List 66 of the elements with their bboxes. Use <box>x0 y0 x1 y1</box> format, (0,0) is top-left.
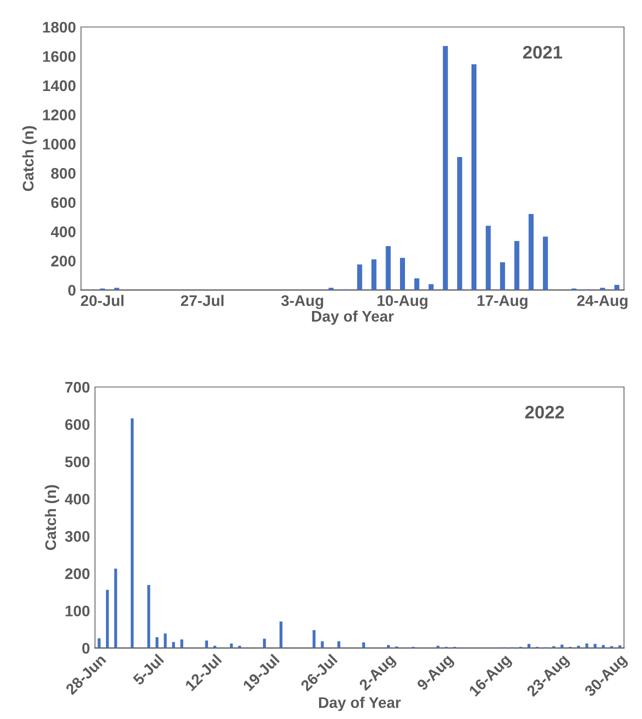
y-tick-label: 500 <box>65 456 90 468</box>
bar <box>602 645 605 648</box>
annotation: 2021 <box>523 46 562 59</box>
bar <box>357 264 362 290</box>
bar <box>486 226 491 290</box>
annotation: 2022 <box>525 406 564 419</box>
y-tick-label: 300 <box>65 531 90 542</box>
bar <box>312 630 316 648</box>
bar <box>514 241 520 290</box>
y-tick-label: 200 <box>51 256 76 266</box>
bar <box>528 214 534 290</box>
y-tick-label: 1400 <box>43 80 76 92</box>
x-tick-label: 24-Aug <box>577 295 628 310</box>
x-tick-label: 17-Aug <box>478 295 528 310</box>
bar <box>371 259 376 290</box>
bar <box>263 638 266 648</box>
bar <box>428 284 434 290</box>
bar <box>172 642 175 648</box>
bar <box>618 645 622 648</box>
y-tick-label: 0 <box>82 642 90 654</box>
y-tick-label: 400 <box>64 494 90 505</box>
bar <box>457 157 462 290</box>
bar <box>400 258 406 290</box>
bar <box>156 637 158 648</box>
bar <box>594 644 597 648</box>
x-tick-label: 10-Aug <box>378 295 428 310</box>
bar <box>471 64 476 290</box>
y-tick-label: 1000 <box>43 138 76 150</box>
y-tick-label: 200 <box>65 568 90 580</box>
y-tick-label: 600 <box>65 419 90 430</box>
x-tick-label: 3-Aug <box>281 295 324 310</box>
bar <box>386 645 390 648</box>
y-tick-label: 700 <box>65 382 90 393</box>
bar <box>542 236 548 290</box>
bar <box>280 622 282 648</box>
bar <box>98 638 101 648</box>
y-axis-title: Catch (n) <box>44 485 60 550</box>
y-tick-label: 600 <box>51 197 76 208</box>
y-axis-title: Catch (n) <box>22 126 37 191</box>
x-axis-title: Day of Year <box>319 696 401 712</box>
bar <box>442 46 448 290</box>
y-tick-label: 400 <box>50 226 76 238</box>
bar <box>362 642 366 648</box>
bar <box>337 641 340 648</box>
bar <box>320 641 324 648</box>
x-tick-label: 27-Jul <box>180 294 224 306</box>
bar <box>528 644 530 648</box>
bar <box>500 262 506 290</box>
bar <box>414 278 420 290</box>
x-axis-title: Day of Year <box>312 310 394 325</box>
y-tick-label: 1200 <box>43 110 76 120</box>
bar <box>114 568 118 648</box>
y-tick-label: 100 <box>66 606 90 616</box>
y-tick-label: 1800 <box>43 22 76 33</box>
bar <box>106 590 109 648</box>
bar <box>386 246 391 290</box>
bar <box>614 284 620 290</box>
y-tick-label: 0 <box>68 284 76 296</box>
bar <box>130 418 134 648</box>
bar <box>560 644 564 648</box>
bar <box>205 640 208 648</box>
y-tick-label: 800 <box>51 168 76 179</box>
y-tick-label: 1600 <box>43 51 76 62</box>
bar <box>230 644 233 648</box>
bar <box>585 644 588 648</box>
x-tick-label: 20-Jul <box>80 294 124 306</box>
